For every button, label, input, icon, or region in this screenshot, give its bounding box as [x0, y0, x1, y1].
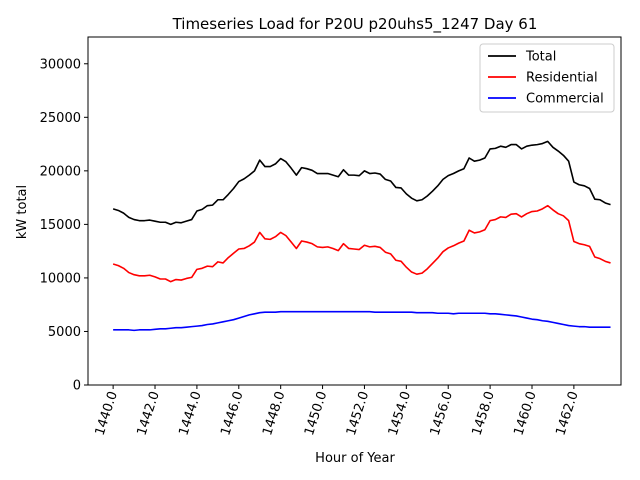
legend: Total Residential Commercial	[479, 43, 615, 113]
series-line-total	[112, 140, 611, 226]
x-axis-label: Hour of Year	[315, 451, 395, 466]
y-axis-ticks: 0 5000 10000 15000 20000 25000 30000	[40, 57, 88, 394]
x-tick-label: 1446.0	[218, 390, 246, 438]
y-tick-label: 30000	[40, 57, 81, 72]
legend-label-residential: Residential	[526, 71, 598, 86]
y-tick-label: 0	[73, 379, 81, 394]
x-tick-label: 1442.0	[134, 390, 162, 438]
legend-label-commercial: Commercial	[526, 92, 604, 107]
x-axis-ticks: 1440.0 1442.0 1444.0 1446.0 1448.0 1450.0 1452…	[93, 385, 582, 438]
legend-label-total: Total	[525, 50, 556, 65]
x-tick-label: 1462.0	[553, 390, 581, 438]
y-tick-label: 25000	[40, 111, 81, 126]
x-tick-label: 1454.0	[386, 390, 414, 438]
x-tick-label: 1444.0	[176, 390, 204, 438]
x-tick-label: 1450.0	[302, 390, 330, 438]
chart-title: Timeseries Load for P20U p20uhs5_1247 Da…	[172, 15, 538, 34]
legend-box	[479, 43, 615, 113]
series-lines	[112, 140, 611, 332]
x-tick-label: 1448.0	[260, 390, 288, 438]
x-tick-label: 1460.0	[511, 390, 539, 438]
y-tick-label: 15000	[40, 218, 81, 233]
series-line-commercial	[113, 310, 611, 332]
series-line-residential	[112, 204, 611, 283]
y-axis-label: kW total	[15, 185, 30, 239]
y-tick-label: 5000	[48, 325, 81, 340]
x-tick-label: 1458.0	[470, 390, 498, 438]
plot-frame	[87, 36, 622, 386]
x-tick-label: 1456.0	[428, 390, 456, 438]
y-tick-label: 20000	[40, 164, 81, 179]
x-tick-label: 1452.0	[344, 390, 372, 438]
y-tick-label: 10000	[40, 271, 81, 286]
x-tick-label: 1440.0	[93, 390, 121, 438]
